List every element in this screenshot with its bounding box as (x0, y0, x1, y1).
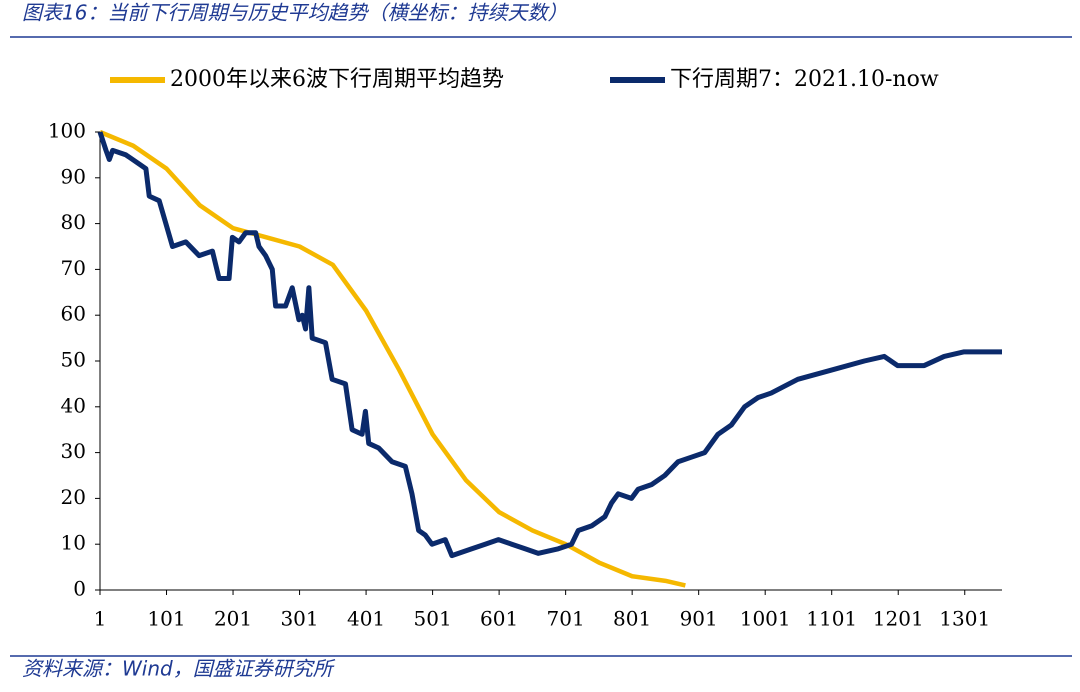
line-series (99, 129, 686, 588)
y-tick-label: 30 (61, 439, 86, 463)
y-tick-label: 80 (61, 210, 86, 234)
y-tick-label: 50 (61, 348, 86, 372)
x-tick-label: 1101 (806, 607, 857, 631)
line-series (97, 131, 1002, 559)
x-tick-label: 701 (547, 607, 585, 631)
legend-label: 下行周期7：2021.10-now (670, 67, 939, 92)
chart-title: 图表16：当前下行周期与历史平均趋势（横坐标：持续天数） (22, 1, 567, 25)
x-tick-label: 1 (94, 607, 107, 631)
y-tick-label: 90 (61, 164, 86, 188)
y-tick-label: 10 (61, 531, 86, 555)
x-tick-label: 601 (480, 607, 518, 631)
y-tick-label: 40 (61, 393, 86, 417)
x-tick-label: 1001 (740, 607, 791, 631)
x-tick-label: 201 (214, 607, 252, 631)
source: 资料来源：Wind，国盛证券研究所 (22, 657, 336, 681)
x-tick-label: 401 (347, 607, 385, 631)
x-tick-label: 101 (147, 607, 185, 631)
x-tick-label: 1201 (873, 607, 924, 631)
x-tick-label: 801 (613, 607, 651, 631)
y-tick-label: 60 (61, 302, 86, 326)
y-tick-label: 100 (48, 119, 86, 143)
legend-label: 2000年以来6波下行周期平均趋势 (170, 67, 504, 92)
x-tick-label: 301 (280, 607, 318, 631)
x-tick-label: 501 (414, 607, 452, 631)
y-tick-label: 20 (61, 485, 86, 509)
x-tick-label: 901 (680, 607, 718, 631)
y-tick-label: 70 (61, 256, 86, 280)
y-tick-label: 0 (73, 577, 86, 601)
x-tick-label: 1301 (939, 607, 990, 631)
